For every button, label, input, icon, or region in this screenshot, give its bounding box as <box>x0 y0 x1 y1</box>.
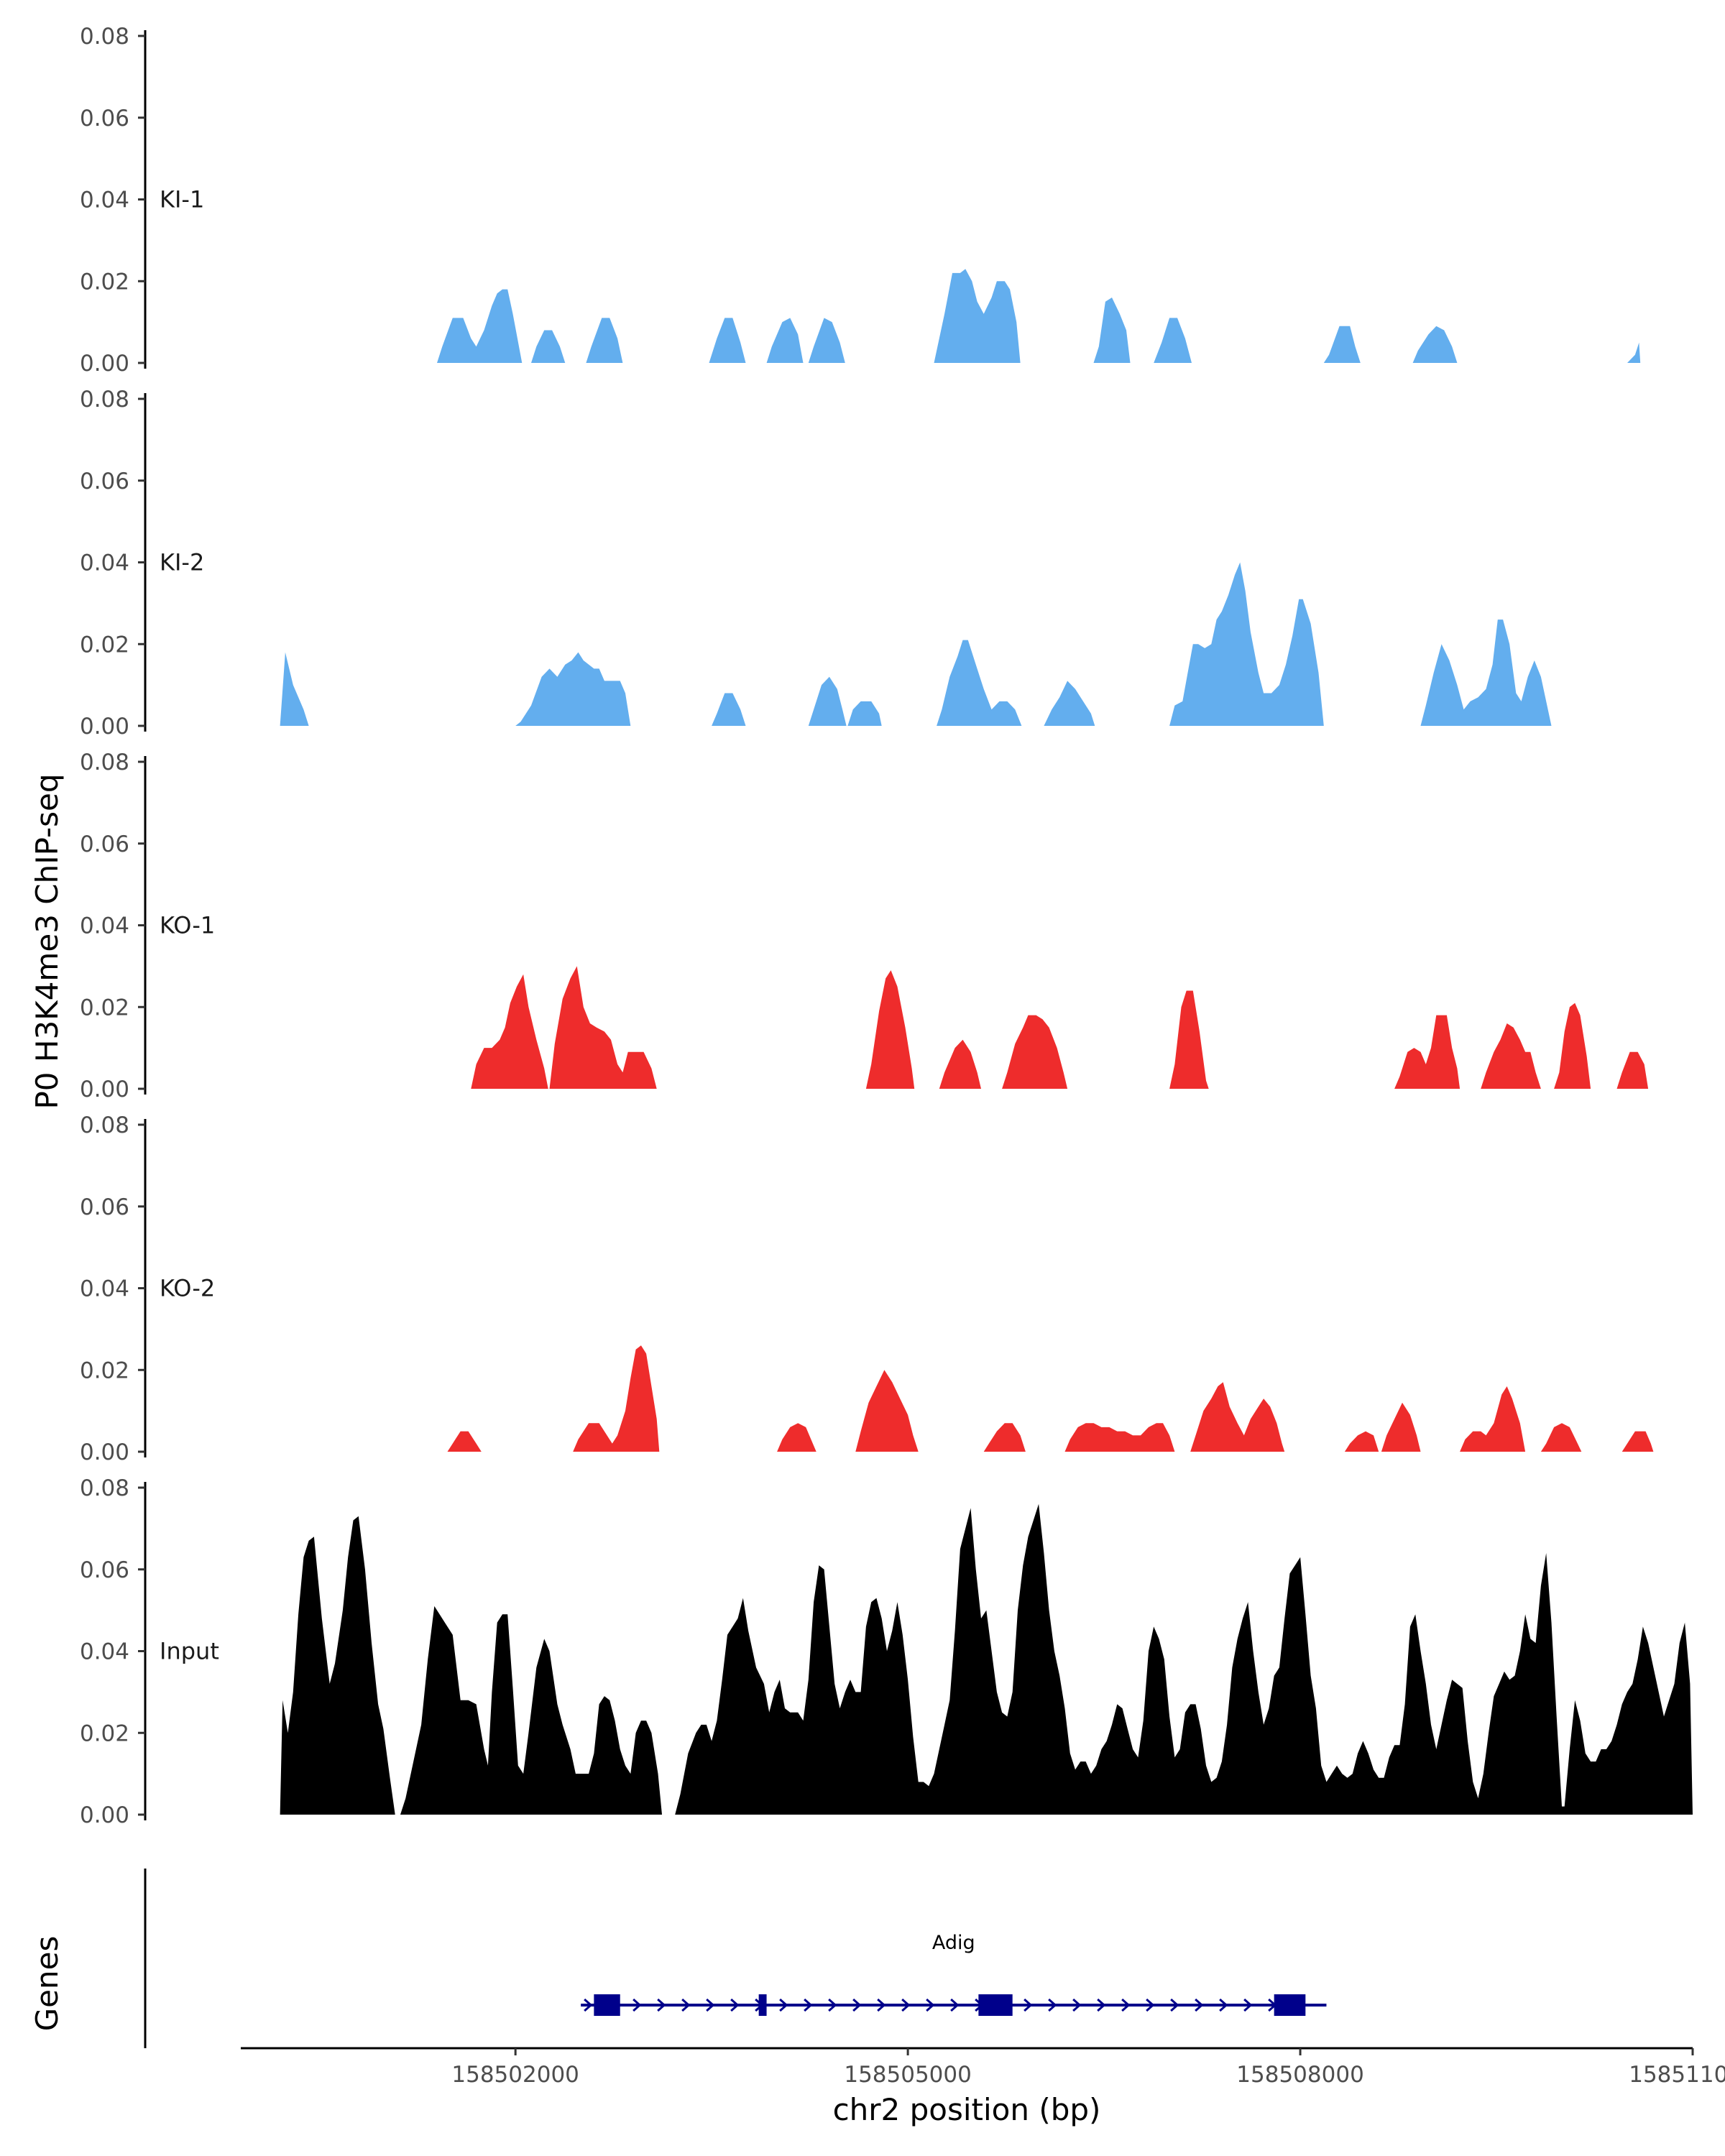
x-axis: 158502000 158505000 158508000 158511000 <box>241 2047 1725 2088</box>
signal-area-ko-1 <box>280 966 1654 1089</box>
strand-arrow <box>1170 1998 1179 2012</box>
x-tick-label: 158505000 <box>844 2062 972 2088</box>
strand-arrow <box>1219 1998 1228 2012</box>
strand-arrow <box>657 1998 666 2012</box>
gene-name-label: Adig <box>932 1932 975 1954</box>
signal-area-ki-1 <box>280 269 1641 363</box>
gene-exon <box>758 1994 767 2016</box>
track-label: KO-1 <box>160 912 215 939</box>
track-ko-2: 0.00 0.02 0.04 0.06 0.08 KO-2 <box>80 1112 1654 1465</box>
track-ko-1: 0.00 0.02 0.04 0.06 0.08 KO-1 <box>80 750 1654 1102</box>
strand-arrow <box>1072 1998 1082 2012</box>
y-tick-label: 0.08 <box>80 1475 129 1501</box>
track-label: KI-2 <box>160 549 204 576</box>
x-tick-label: 158508000 <box>1236 2062 1364 2088</box>
y-tick-label: 0.02 <box>80 1358 129 1383</box>
y-tick-label: 0.08 <box>80 387 129 413</box>
y-tick-label: 0.04 <box>80 550 129 576</box>
signal-area-ki-2 <box>280 562 1641 726</box>
strand-arrow <box>1195 1998 1204 2012</box>
x-axis-title: chr2 position (bp) <box>833 2092 1101 2127</box>
y-tick-label: 0.04 <box>80 913 129 939</box>
y-tick-label: 0.04 <box>80 1639 129 1665</box>
track-label: KI-1 <box>160 186 204 213</box>
y-axis-title: P0 H3K4me3 ChIP-seq <box>29 773 65 1109</box>
strand-arrow <box>1243 1998 1253 2012</box>
y-tick-label: 0.06 <box>80 106 129 132</box>
gene-track: Adig <box>144 1869 1327 2048</box>
y-tick-label: 0.04 <box>80 1276 129 1302</box>
y-tick-label: 0.08 <box>80 750 129 775</box>
gene-exon <box>594 1994 620 2016</box>
y-tick-label: 0.00 <box>80 714 129 740</box>
strand-arrow <box>632 1998 642 2012</box>
track-label: KO-2 <box>160 1275 215 1302</box>
strand-arrow <box>877 1998 886 2012</box>
strand-arrow <box>828 1998 837 2012</box>
strand-arrow <box>1146 1998 1155 2012</box>
gene-exon <box>978 1994 1013 2016</box>
y-tick-label: 0.00 <box>80 1802 129 1828</box>
x-tick-label: 158511000 <box>1629 2062 1725 2088</box>
strand-arrow <box>681 1998 691 2012</box>
y-tick-label: 0.02 <box>80 995 129 1021</box>
y-tick-label: 0.02 <box>80 1720 129 1746</box>
track-ki-2: 0.00 0.02 0.04 0.06 0.08 KI-2 <box>80 387 1641 740</box>
y-tick-label: 0.06 <box>80 1194 129 1220</box>
signal-area-input <box>280 1503 1693 1815</box>
strand-arrow <box>926 1998 935 2012</box>
y-tick-label: 0.08 <box>80 24 129 50</box>
strand-arrow <box>1121 1998 1131 2012</box>
strand-arrow <box>779 1998 788 2012</box>
strand-arrow <box>1024 1998 1033 2012</box>
y-tick-label: 0.00 <box>80 1077 129 1102</box>
signal-area-ko-2 <box>280 1345 1654 1452</box>
track-ki-1: 0.00 0.02 0.04 0.06 0.08 KI-1 <box>80 24 1641 377</box>
track-input: 0.00 0.02 0.04 0.06 0.08 Input <box>80 1475 1693 1828</box>
y-tick-label: 0.02 <box>80 269 129 295</box>
tracks-layer: 0.00 0.02 0.04 0.06 0.08 KI-1 0.00 0.02 0.04 0.06… <box>80 24 1693 1828</box>
x-tick-label: 158502000 <box>451 2062 579 2088</box>
strand-arrow <box>901 1998 911 2012</box>
strand-arrow <box>584 1998 593 2012</box>
y-tick-label: 0.06 <box>80 831 129 857</box>
strand-arrow <box>950 1998 960 2012</box>
strand-arrow <box>852 1998 862 2012</box>
strand-arrow <box>1048 1998 1057 2012</box>
y-tick-label: 0.08 <box>80 1112 129 1138</box>
strand-arrow <box>804 1998 813 2012</box>
y-tick-label: 0.06 <box>80 1557 129 1583</box>
track-label: Input <box>160 1638 219 1665</box>
gene-exon <box>1274 1994 1306 2016</box>
y-tick-label: 0.04 <box>80 188 129 213</box>
y-tick-label: 0.06 <box>80 469 129 494</box>
genes-axis-title: Genes <box>29 1936 65 2032</box>
strand-arrow <box>1097 1998 1106 2012</box>
strand-arrow <box>730 1998 740 2012</box>
y-tick-label: 0.00 <box>80 1439 129 1465</box>
y-tick-label: 0.02 <box>80 632 129 658</box>
y-tick-label: 0.00 <box>80 351 129 377</box>
strand-arrow <box>706 1998 715 2012</box>
